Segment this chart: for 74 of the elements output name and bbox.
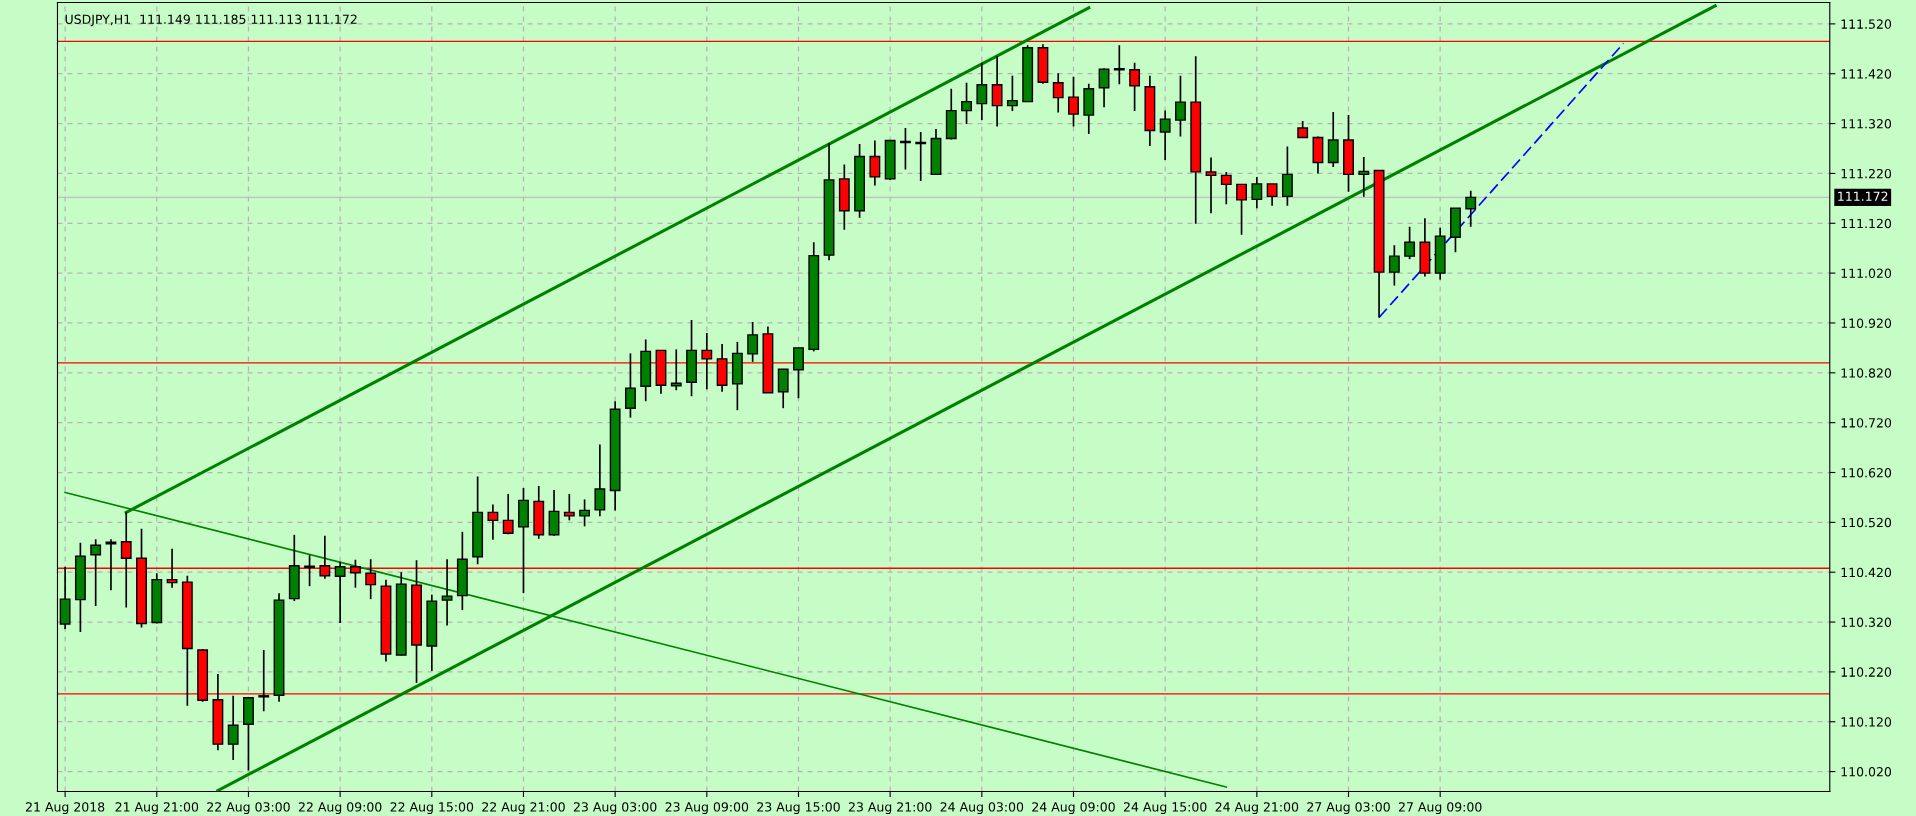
x-tick-label: 27 Aug 09:00 [1398, 802, 1482, 815]
x-tick-label: 23 Aug 09:00 [665, 802, 749, 815]
y-tick-label: 111.420 [1841, 69, 1892, 79]
candlestick [579, 498, 591, 528]
candlestick [1068, 75, 1079, 128]
y-tick-label: 110.120 [1841, 717, 1892, 727]
x-tick-label: 23 Aug 21:00 [848, 802, 932, 815]
x-tick-label: 22 Aug 03:00 [207, 802, 290, 815]
candlestick [487, 503, 499, 541]
candlestick [961, 81, 972, 125]
candlestick [1327, 111, 1339, 168]
candlestick [1236, 183, 1247, 236]
candlestick [548, 489, 560, 537]
y-tick-label: 111.520 [1841, 19, 1892, 29]
candlestick [1175, 74, 1186, 138]
x-tick-label: 24 Aug 21:00 [1215, 802, 1299, 815]
x-tick-label: 22 Aug 21:00 [482, 802, 565, 815]
y-tick-label: 111.220 [1841, 168, 1892, 179]
candlestick [900, 127, 911, 171]
y-tick-label: 110.420 [1841, 567, 1892, 578]
candlestick [915, 131, 927, 182]
candlestick [1205, 156, 1217, 215]
candlestick [594, 443, 606, 518]
candlestick [1052, 72, 1064, 114]
candlestick [304, 554, 316, 587]
x-tick-label: 24 Aug 15:00 [1123, 802, 1207, 815]
candlestick [777, 368, 789, 410]
y-tick-label: 110.320 [1841, 617, 1892, 627]
x-tick-label: 21 Aug 21:00 [115, 802, 199, 815]
x-tick-label: 24 Aug 09:00 [1032, 802, 1115, 815]
candlestick [441, 558, 453, 627]
candlestick [1129, 61, 1141, 112]
candlestick [1404, 225, 1416, 260]
candlestick [1358, 156, 1370, 198]
candlestick [1465, 190, 1477, 228]
candlestick [563, 493, 575, 522]
y-tick-label: 110.920 [1841, 318, 1892, 328]
candlestick [227, 694, 239, 761]
candlestick [793, 347, 804, 400]
y-tick-label: 110.520 [1841, 517, 1892, 528]
candlestick [1281, 145, 1293, 207]
candlestick [502, 493, 514, 536]
candlestick [624, 352, 636, 419]
x-tick-label: 21 Aug 2018 [26, 802, 105, 815]
candlestick [976, 61, 988, 121]
candlestick [1113, 44, 1125, 86]
y-tick-label: 111.120 [1841, 218, 1892, 229]
y-tick-label: 110.820 [1841, 368, 1892, 378]
x-tick-label: 23 Aug 15:00 [757, 802, 840, 815]
x-tick-label: 27 Aug 03:00 [1307, 802, 1390, 815]
y-tick-label: 110.020 [1841, 767, 1892, 777]
y-tick-label: 111.020 [1841, 268, 1892, 279]
candlestick [1159, 109, 1171, 161]
x-tick-label: 24 Aug 03:00 [940, 802, 1024, 815]
candlestick [747, 321, 759, 363]
y-tick-label: 110.220 [1841, 667, 1892, 677]
x-tick-label: 23 Aug 03:00 [573, 802, 657, 815]
candlestick [334, 560, 346, 624]
candlestick [991, 55, 1003, 128]
text: USDJPY,H1 111.149 111.185 111.113 111.172 [65, 14, 357, 27]
y-tick-label: 110.620 [1841, 467, 1892, 478]
candlestick [1388, 244, 1400, 287]
y-tick-label: 111.320 [1841, 119, 1892, 129]
x-tick-label: 22 Aug 15:00 [390, 802, 474, 815]
candlestick [90, 538, 102, 607]
x-tick-label: 22 Aug 09:00 [298, 802, 382, 815]
candlestick [1006, 74, 1018, 112]
candlestick [1220, 171, 1232, 206]
candlestick [869, 139, 881, 187]
candlestick [1251, 176, 1263, 210]
candlestick [1266, 183, 1278, 207]
candlestick [258, 649, 270, 713]
ref-line-label: 111.172 [1838, 191, 1888, 201]
y-tick-label: 110.720 [1841, 418, 1892, 428]
